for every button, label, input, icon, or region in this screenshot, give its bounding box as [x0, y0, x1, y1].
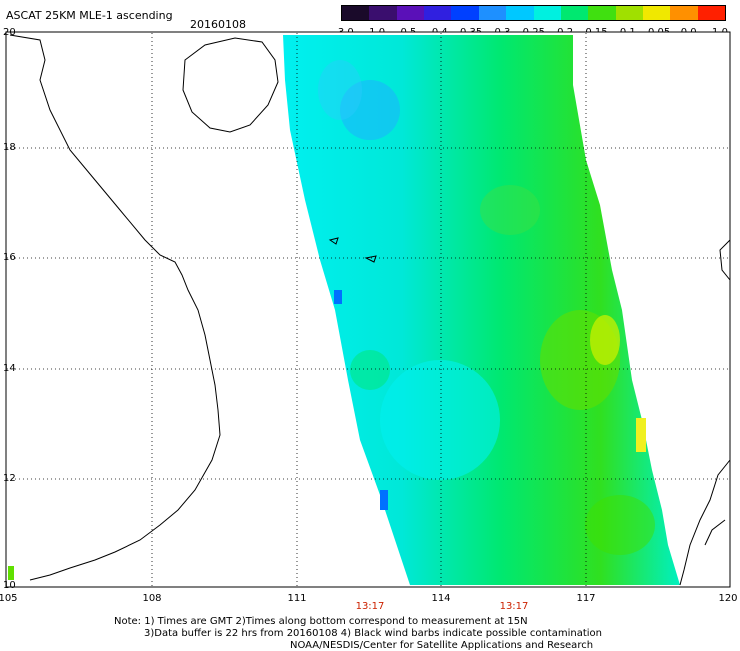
corner-data-patch: [8, 566, 14, 580]
time-label-2: 13:17: [499, 601, 529, 612]
colorbar-swatch: [670, 6, 698, 20]
longitude-label: 117: [576, 593, 596, 604]
colorbar-swatch: [588, 6, 616, 20]
colorbar-swatch: [369, 6, 397, 20]
colorbar-swatch: [451, 6, 479, 20]
latitude-label: 18: [3, 142, 16, 153]
latitude-label: 12: [3, 473, 16, 484]
colorbar-swatch: [533, 6, 561, 20]
note-line-1: Note: 1) Times are GMT 2)Times along bot…: [114, 616, 528, 627]
colorbar: [341, 5, 726, 21]
latitude-label: 16: [3, 252, 16, 263]
colorbar-swatch: [396, 6, 425, 20]
colorbar-swatch: [424, 6, 452, 20]
longitude-label: 114: [431, 593, 451, 604]
colorbar-swatch: [615, 6, 643, 20]
latitude-label: 14: [3, 363, 16, 374]
graticule: [7, 33, 729, 586]
longitude-label: 108: [142, 593, 162, 604]
scatterometer-swath: [283, 35, 680, 585]
colorbar-swatch: [342, 6, 370, 20]
colorbar-swatch: [697, 6, 726, 20]
date-label: 20160108: [190, 18, 246, 31]
product-title: ASCAT 25KM MLE-1 ascending: [6, 9, 173, 22]
time-label-1: 13:17: [355, 601, 385, 612]
coastline: [9, 34, 731, 586]
colorbar-swatch: [478, 6, 507, 20]
latitude-label: 20: [3, 27, 16, 38]
note-line-3: NOAA/NESDIS/Center for Satellite Applica…: [290, 640, 594, 651]
colorbar-swatch: [560, 6, 589, 20]
longitude-label: 120: [718, 593, 738, 604]
longitude-label: 105: [0, 593, 18, 604]
note-line-2: 3)Data buffer is 22 hrs from 20160108 4)…: [144, 628, 602, 639]
latitude-label: 10: [3, 580, 16, 591]
longitude-label: 111: [287, 593, 307, 604]
colorbar-swatch: [642, 6, 671, 20]
colorbar-swatch: [506, 6, 534, 20]
